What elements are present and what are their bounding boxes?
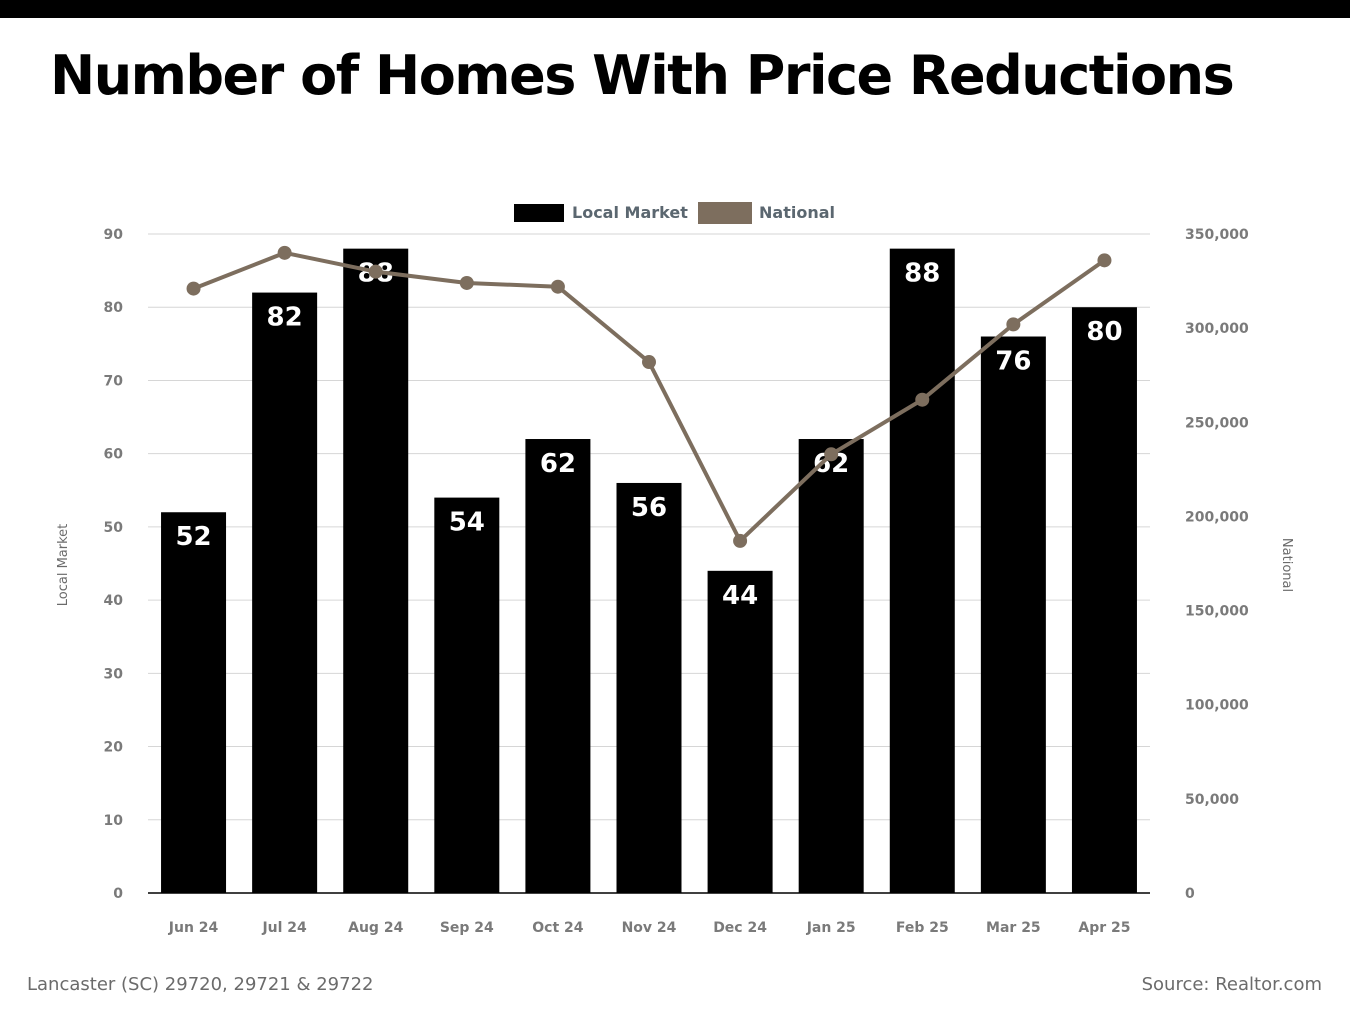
national-point — [1097, 253, 1112, 268]
right-axis-ticks: 0 50,000 100,000 150,000 200,000 250,000 300,0… — [1185, 227, 1249, 902]
national-point — [550, 279, 565, 294]
bar — [343, 248, 409, 894]
right-tick-label: 50,000 — [1185, 792, 1239, 808]
national-point — [824, 447, 839, 462]
national-point — [915, 392, 930, 407]
bar-value-label: 62 — [540, 449, 576, 479]
x-tick-label: Nov 24 — [622, 920, 677, 936]
right-tick-label: 350,000 — [1185, 227, 1249, 243]
left-tick-label: 30 — [104, 666, 124, 682]
right-tick-label: 100,000 — [1185, 698, 1249, 714]
bar — [980, 336, 1046, 893]
bar-value-label: 76 — [995, 347, 1031, 377]
bar — [798, 439, 864, 893]
bar-series-local-market — [161, 248, 1137, 894]
national-point — [459, 275, 474, 290]
x-tick-label: Oct 24 — [532, 920, 584, 936]
bar — [707, 570, 773, 893]
left-axis-ticks: 0 10 20 30 40 50 60 70 80 90 — [104, 227, 124, 902]
bar — [889, 248, 955, 894]
bar-value-label: 88 — [904, 259, 940, 289]
x-tick-label: Jun 24 — [168, 920, 219, 936]
left-tick-label: 50 — [104, 520, 124, 536]
x-tick-label: Mar 25 — [986, 920, 1041, 936]
left-tick-label: 60 — [104, 447, 124, 463]
national-point — [642, 355, 656, 370]
x-tick-label: Jan 25 — [806, 920, 856, 936]
bar — [161, 512, 227, 893]
bar — [252, 292, 318, 894]
bar — [616, 482, 682, 893]
bar-value-label: 82 — [267, 303, 303, 333]
left-tick-label: 80 — [104, 300, 124, 316]
national-point — [368, 264, 383, 279]
bar-value-label: 80 — [1086, 317, 1122, 347]
x-tick-label: Aug 24 — [348, 920, 403, 936]
bar-value-label: 56 — [631, 493, 667, 523]
top-bar — [0, 0, 1350, 18]
right-tick-label: 200,000 — [1185, 509, 1249, 525]
bar-value-label: 54 — [449, 508, 485, 538]
left-tick-label: 0 — [113, 886, 123, 902]
x-tick-label: Dec 24 — [713, 920, 767, 936]
national-point — [733, 533, 748, 548]
line-series-national — [186, 245, 1112, 548]
national-point — [186, 281, 201, 296]
left-tick-label: 40 — [104, 593, 124, 609]
left-tick-label: 70 — [104, 373, 124, 389]
right-tick-label: 150,000 — [1185, 604, 1249, 620]
bar — [434, 497, 500, 893]
right-tick-label: 0 — [1185, 886, 1195, 902]
left-tick-label: 90 — [104, 227, 124, 243]
right-tick-label: 300,000 — [1185, 321, 1249, 337]
left-axis-title: Local Market — [56, 524, 71, 607]
right-tick-label: 250,000 — [1185, 415, 1249, 431]
x-axis-ticks: Jun 24 Jul 24 Aug 24 Sep 24 Oct 24 Nov 24 Dec … — [168, 920, 1131, 936]
right-axis-title: National — [1279, 538, 1294, 592]
national-point — [1006, 317, 1021, 332]
legend: Local Market National — [514, 202, 835, 224]
legend-label-national: National — [759, 203, 835, 222]
source-note: Source: Realtor.com — [1141, 974, 1322, 995]
location-note: Lancaster (SC) 29720, 29721 & 29722 — [27, 974, 374, 995]
bar — [1071, 307, 1137, 893]
x-tick-label: Jul 24 — [261, 920, 307, 936]
x-tick-label: Sep 24 — [440, 920, 494, 936]
legend-label-local-market: Local Market — [572, 203, 688, 222]
x-tick-label: Feb 25 — [896, 920, 949, 936]
x-tick-label: Apr 25 — [1078, 920, 1130, 936]
bar-value-label: 44 — [722, 581, 758, 611]
legend-swatch-national — [698, 202, 752, 224]
left-tick-label: 20 — [104, 740, 124, 756]
bar — [525, 439, 591, 893]
national-point — [277, 245, 292, 260]
page-title: Number of Homes With Price Reductions — [50, 44, 1235, 107]
legend-swatch-local-market — [514, 204, 564, 222]
left-tick-label: 10 — [104, 813, 124, 829]
bar-value-label: 52 — [175, 522, 211, 552]
